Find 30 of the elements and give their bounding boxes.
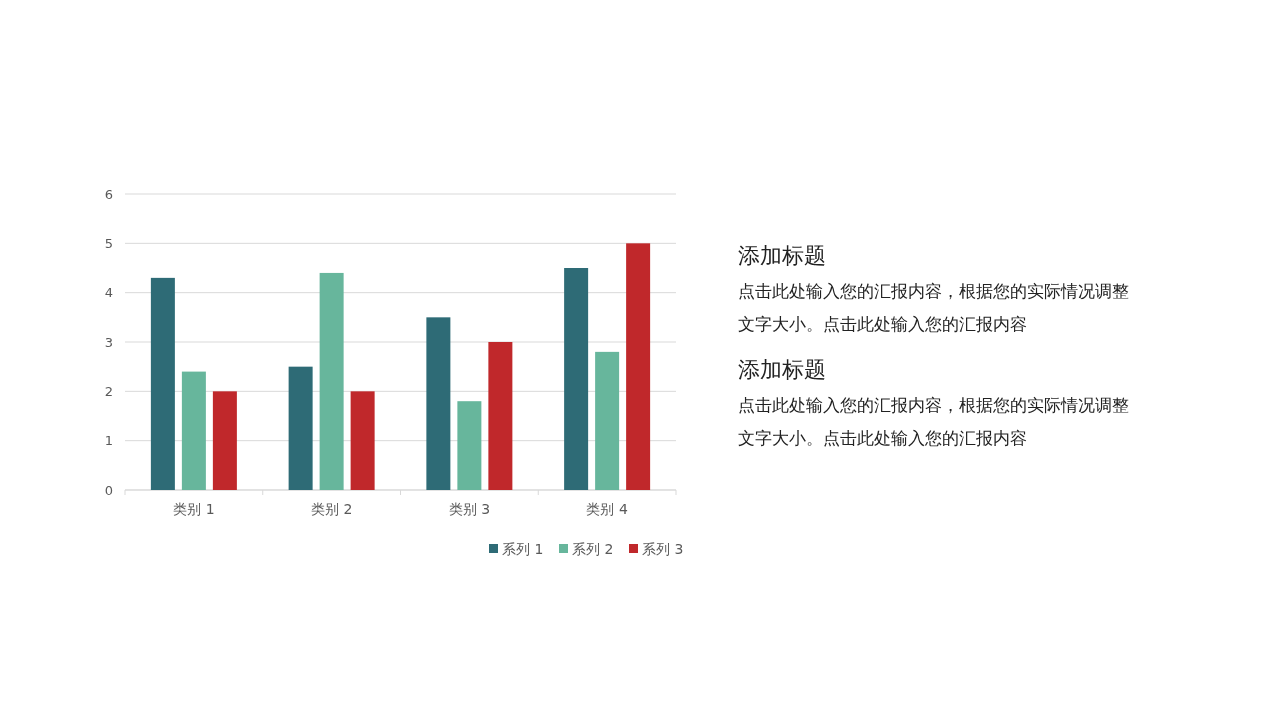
text: 添加标题 xyxy=(738,356,826,382)
bar xyxy=(181,371,206,490)
y-tick-label: 3 xyxy=(104,334,113,350)
bar xyxy=(488,342,513,490)
text: 点击此处输入您的汇报内容，根据您的实际情况调整文字大小。点击此处输入您的汇报内容 xyxy=(738,394,1129,448)
y-tick-label: 6 xyxy=(104,186,113,202)
legend-label: 系列 3 xyxy=(642,540,684,557)
y-tick-label: 2 xyxy=(104,383,113,399)
bar xyxy=(350,391,375,490)
bar xyxy=(288,366,313,490)
x-tick-label: 类别 1 xyxy=(173,501,215,517)
y-tick-label: 4 xyxy=(104,285,113,301)
text: 添加标题 xyxy=(738,242,826,268)
x-tick-label: 类别 3 xyxy=(448,501,491,517)
bar xyxy=(150,277,175,490)
y-tick-label: 0 xyxy=(104,482,113,498)
bar xyxy=(626,243,651,490)
bar xyxy=(319,272,344,490)
legend-label: 系列 1 xyxy=(502,540,544,557)
y-tick-label: 1 xyxy=(104,433,113,449)
text: 点击此处输入您的汇报内容，根据您的实际情况调整文字大小。点击此处输入您的汇报内容 xyxy=(738,280,1129,334)
y-tick-label: 5 xyxy=(104,235,113,251)
legend-label: 系列 2 xyxy=(572,540,614,557)
bar xyxy=(426,317,451,490)
bar xyxy=(595,351,620,490)
bar xyxy=(457,401,482,490)
bar xyxy=(212,391,237,490)
x-tick-label: 类别 2 xyxy=(310,501,353,517)
x-tick-label: 类别 4 xyxy=(586,501,628,517)
bar xyxy=(564,268,589,490)
